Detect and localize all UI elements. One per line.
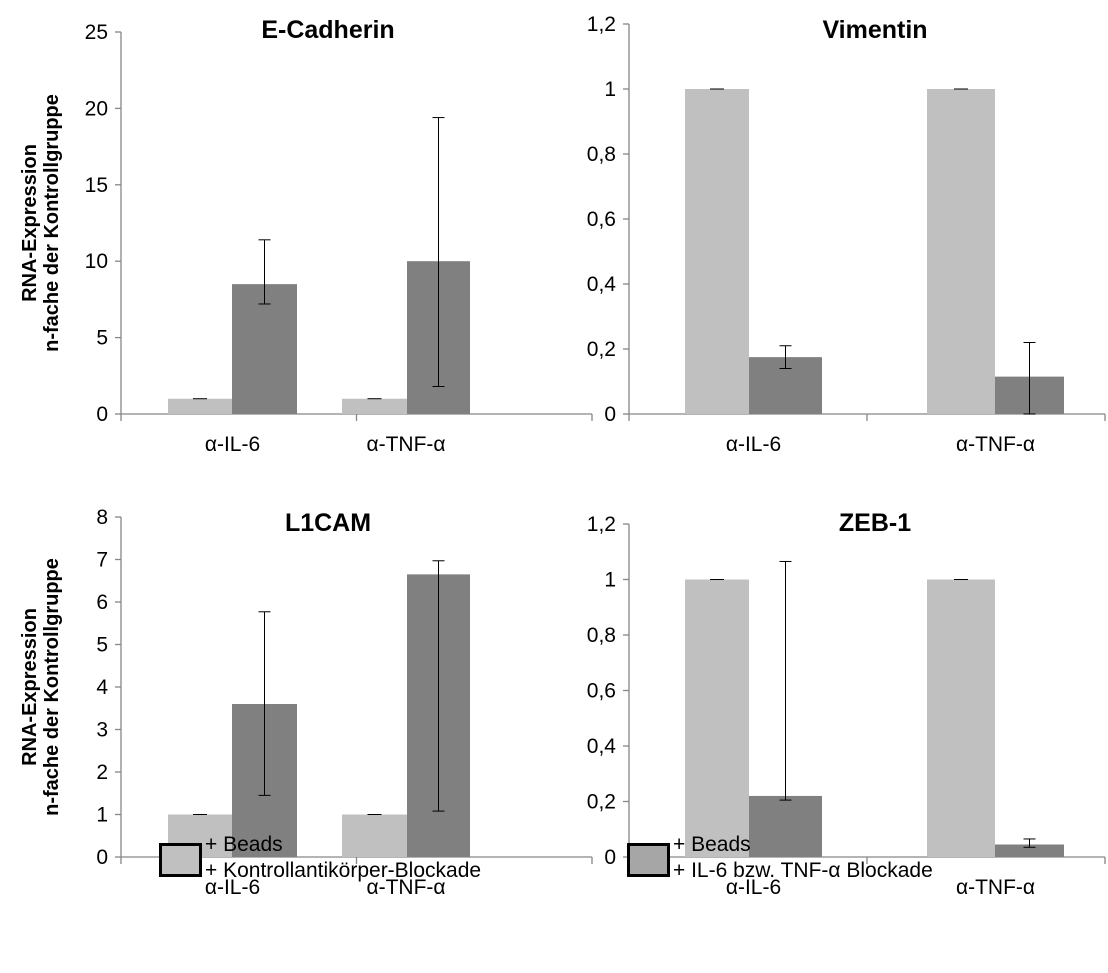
chart-title: L1CAM (285, 509, 371, 537)
chart-title: ZEB-1 (839, 509, 911, 537)
y-tick-label: 25 (85, 21, 108, 44)
y-tick-label: 0 (96, 403, 108, 426)
y-tick-label: 1 (604, 78, 616, 101)
y-tick-label: 15 (85, 174, 108, 197)
y-tick-label: 8 (96, 506, 108, 529)
y-axis-title-line1: RNA-Expression (19, 608, 41, 766)
y-tick-label: 10 (85, 250, 108, 273)
y-tick-label: 5 (96, 634, 108, 657)
x-category-label: α-TNF-α (366, 433, 445, 456)
bar-control (685, 579, 749, 857)
legend-label-control-line1: + Beads (205, 833, 283, 856)
x-category-label: α-TNF-α (366, 876, 445, 899)
y-tick-label: 6 (96, 591, 108, 614)
bar-control (685, 89, 749, 414)
y-tick-label: 0,6 (587, 208, 616, 231)
y-tick-label: 7 (96, 549, 108, 572)
y-tick-label: 0,6 (587, 680, 616, 703)
x-category-label: α-IL-6 (205, 876, 260, 899)
y-tick-label: 4 (96, 676, 108, 699)
y-tick-label: 1,2 (587, 13, 616, 36)
y-tick-label: 0,4 (587, 273, 617, 296)
y-tick-label: 1,2 (587, 513, 616, 536)
y-tick-label: 3 (96, 719, 108, 742)
chart-title: E-Cadherin (261, 16, 394, 44)
legend-swatch-control (159, 843, 202, 877)
y-tick-label: 0 (604, 403, 616, 426)
y-tick-label: 0 (96, 846, 108, 869)
x-category-label: α-IL-6 (726, 876, 781, 899)
chart-panel-zeb-1: ZEB-1 0 0,2 0,4 0,6 0,8 1 1,2 α-IL-6 α-TNF-α (587, 509, 1106, 899)
y-tick-label: 20 (85, 97, 108, 120)
legend-label-blockade-line2: + IL-6 bzw. TNF-α Blockade (673, 859, 933, 882)
legend-label-control-line2: + Kontrollantikörper-Blockade (205, 859, 482, 882)
x-category-label: α-TNF-α (956, 433, 1035, 456)
y-tick-label: 1 (604, 569, 616, 592)
legend-swatch-blockade (627, 843, 670, 877)
legend-label-blockade-line1: + Beads (673, 833, 751, 856)
bar-blockade (995, 844, 1064, 857)
bar-control (342, 814, 407, 857)
y-tick-label: 0,2 (587, 338, 616, 361)
y-tick-label: 0,8 (587, 143, 616, 166)
x-category-label: α-TNF-α (956, 876, 1035, 899)
y-axis-title: RNA-Expressionn-fache der Kontrollgruppe (19, 558, 63, 816)
bar-control (342, 398, 407, 414)
y-axis-title: RNA-Expressionn-fache der Kontrollgruppe (19, 94, 63, 352)
y-tick-label: 0,2 (587, 791, 616, 814)
chart-panel-e-cadherin: E-Cadherin 0 5 10 15 20 25 α-IL-6 α-TNF-α RNA-Exp… (19, 16, 593, 456)
y-tick-label: 1 (96, 804, 108, 827)
y-tick-label: 5 (96, 327, 108, 350)
y-tick-label: 0 (604, 846, 616, 869)
y-tick-label: 2 (96, 761, 108, 784)
y-tick-label: 0,4 (587, 735, 617, 758)
chart-panel-l1cam: L1CAM 0 1 2 3 4 5 6 7 8 α-IL-6 α-TNF-α RNA-Expressio… (19, 506, 593, 899)
bar-blockade (749, 795, 822, 857)
chart-panel-vimentin: Vimentin 0 0,2 0,4 0,6 0,8 1 1,2 α-IL-6 α-TNF-α (587, 13, 1106, 456)
y-axis-title-line2: n-fache der Kontrollgruppe (41, 94, 63, 352)
x-category-label: α-IL-6 (726, 433, 781, 456)
y-axis-title-line2: n-fache der Kontrollgruppe (41, 558, 63, 816)
x-category-label: α-IL-6 (205, 433, 260, 456)
y-tick-label: 0,8 (587, 624, 616, 647)
chart-title: Vimentin (822, 16, 927, 44)
bar-control (168, 398, 232, 414)
bar-control (927, 579, 995, 857)
bar-blockade (232, 284, 297, 414)
bar-control (927, 89, 995, 414)
y-axis-title-line1: RNA-Expression (19, 144, 41, 302)
